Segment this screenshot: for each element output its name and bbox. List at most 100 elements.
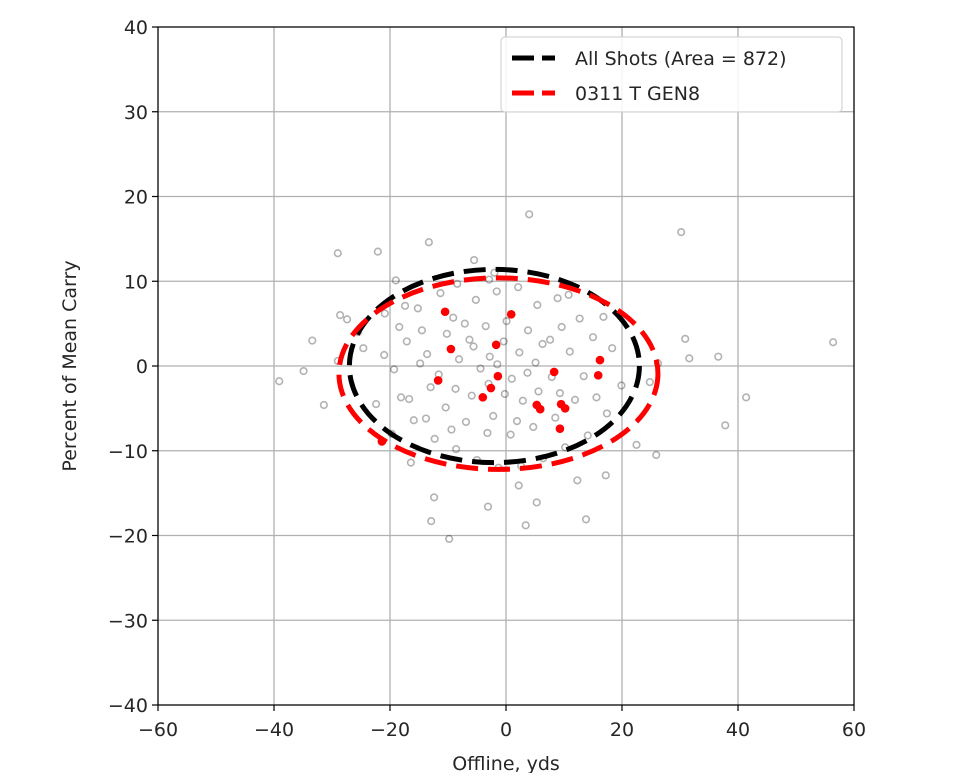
shot-point <box>359 344 368 353</box>
shot-point <box>599 312 608 321</box>
shot-point <box>652 450 661 460</box>
shot-point <box>545 335 555 344</box>
y-tick-label: −40 <box>108 695 148 717</box>
x-tick-label: 60 <box>842 719 866 741</box>
shot-point <box>601 471 610 480</box>
shot-point <box>714 352 723 361</box>
shot-point <box>275 377 284 386</box>
shot-point <box>447 425 456 434</box>
shot-point <box>421 414 431 423</box>
x-tick-label: −20 <box>370 719 410 741</box>
shot-point <box>507 374 516 383</box>
x-tick-label: 40 <box>726 719 750 741</box>
x-tick-label: −40 <box>254 719 294 741</box>
shot-point <box>685 354 694 363</box>
shot-point <box>471 295 480 304</box>
shot-point <box>395 322 404 332</box>
club-shot-point <box>506 310 516 319</box>
shot-point <box>555 389 565 398</box>
shot-point <box>742 393 751 402</box>
shot-point <box>470 255 479 265</box>
club-points <box>377 307 605 446</box>
shot-point <box>485 352 494 361</box>
shot-point <box>492 287 501 296</box>
shot-point <box>402 337 411 346</box>
shot-point <box>299 366 308 376</box>
shot-point <box>632 440 641 449</box>
y-tick-label: 10 <box>124 271 148 293</box>
dispersion-ellipses <box>336 266 661 472</box>
shot-point <box>592 393 601 402</box>
club-shot-point <box>595 355 605 365</box>
shot-point <box>518 396 527 405</box>
shot-point <box>533 300 542 310</box>
shot-point <box>681 334 690 343</box>
shot-point <box>588 333 598 342</box>
shot-point <box>565 347 574 356</box>
club-shot-point <box>535 404 545 414</box>
legend-item-all-shots: All Shots (Area = 872) <box>512 48 787 70</box>
shot-point <box>829 338 838 347</box>
y-axis-label: Percent of Mean Carry <box>59 260 81 471</box>
club-shot-point <box>560 404 570 413</box>
shot-point <box>424 238 433 247</box>
shot-point <box>429 493 439 502</box>
shot-point <box>373 247 382 256</box>
shot-point <box>575 314 584 323</box>
club-shot-point <box>491 340 501 350</box>
shot-point <box>553 294 562 303</box>
shot-point <box>441 403 450 412</box>
shot-point <box>413 304 422 313</box>
y-tick-label: −20 <box>108 526 148 548</box>
x-tick-label: 20 <box>610 719 634 741</box>
shot-point <box>721 421 730 430</box>
x-tick-label: 0 <box>500 719 512 741</box>
club-shot-point <box>440 307 450 317</box>
shot-point <box>499 337 508 346</box>
shot-point <box>581 515 591 524</box>
shot-point <box>583 431 592 440</box>
x-tick-label: −60 <box>138 719 178 741</box>
shot-point <box>371 400 381 409</box>
shot-point <box>512 416 522 426</box>
shot-point <box>426 383 435 392</box>
shot-point <box>451 384 460 393</box>
shot-point <box>423 350 432 359</box>
shot-point <box>427 516 436 526</box>
shot-point <box>380 309 389 318</box>
legend-item-club: 0311 T GEN8 <box>512 83 700 105</box>
shot-point <box>514 481 523 490</box>
club-shot-point <box>549 367 559 377</box>
shot-point <box>396 393 406 402</box>
club-shot-point <box>433 376 443 385</box>
y-tick-label: 20 <box>124 187 148 209</box>
shot-point <box>389 365 399 374</box>
shot-point <box>481 322 490 331</box>
shot-point <box>645 378 654 387</box>
shot-point <box>406 458 415 467</box>
shot-point <box>500 389 509 399</box>
shot-point <box>531 358 540 367</box>
shot-point <box>430 434 439 443</box>
ellipse-0311-t-gen8 <box>336 275 661 472</box>
shot-point <box>525 210 534 219</box>
shot-point <box>342 315 352 324</box>
shot-point <box>514 283 523 292</box>
y-tick-label: 0 <box>136 356 148 378</box>
club-shot-point <box>493 371 503 381</box>
shot-point <box>677 227 686 237</box>
shot-point <box>449 313 458 322</box>
shot-point <box>319 400 328 410</box>
shot-point <box>436 289 445 298</box>
shot-point <box>445 534 454 543</box>
shot-point <box>454 355 464 364</box>
club-shot-point <box>478 393 488 402</box>
shot-point <box>336 311 345 320</box>
shot-point <box>391 276 400 285</box>
shot-point <box>570 395 580 405</box>
shot-point <box>490 268 499 277</box>
x-axis-ticks: −60 −40 −20 0 20 40 60 <box>138 705 866 741</box>
shot-point <box>602 409 612 418</box>
club-shot-point <box>593 371 603 380</box>
